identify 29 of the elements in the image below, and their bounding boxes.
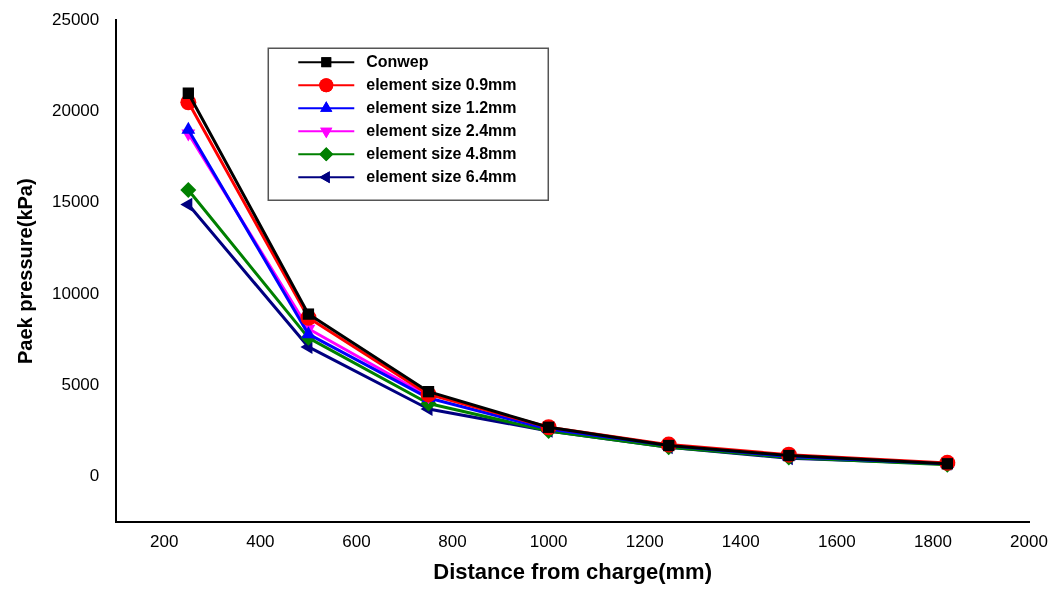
x-tick-label: 600: [342, 532, 371, 552]
y-tick-label: 15000: [51, 192, 100, 212]
x-tick-label: 1400: [721, 532, 760, 552]
x-tick-label: 400: [246, 532, 275, 552]
x-tick-label: 1600: [817, 532, 856, 552]
y-tick-label: 10000: [51, 283, 100, 303]
point: [182, 87, 194, 99]
legend-label: element size 2.4mm: [366, 121, 517, 139]
y-tick-label: 20000: [51, 101, 100, 121]
point: [302, 308, 315, 320]
x-tick-label: 800: [438, 532, 467, 552]
legend-label: element size 4.8mm: [366, 144, 517, 162]
x-axis-title: Distance from charge(mm): [433, 558, 713, 584]
x-tick-label: 1800: [914, 532, 952, 552]
x-tick-label: 1000: [529, 532, 568, 552]
legend-label: element size 6.4mm: [366, 167, 517, 185]
legend-label: element size 1.2mm: [366, 98, 517, 116]
point: [422, 386, 435, 398]
legend-label: Conwep: [366, 52, 429, 70]
x-tick-label: 200: [150, 532, 179, 552]
y-tick-label: 25000: [51, 9, 100, 29]
y-tick-label: 0: [89, 466, 100, 486]
x-tick-label: 2000: [1010, 532, 1048, 552]
legend-label: element size 0.9mm: [366, 75, 517, 93]
x-tick-label: 1200: [625, 532, 664, 552]
point: [180, 181, 197, 198]
y-tick-label: 5000: [61, 374, 100, 394]
point: [180, 197, 193, 212]
y-axis-title: Paek pressure(kPa): [13, 178, 36, 365]
